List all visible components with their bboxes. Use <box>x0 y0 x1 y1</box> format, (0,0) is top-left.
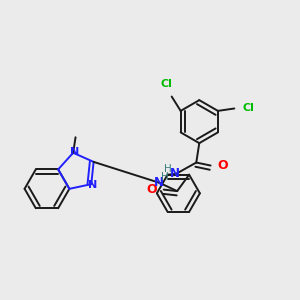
Text: Cl: Cl <box>160 79 172 89</box>
Text: Cl: Cl <box>243 103 255 112</box>
Text: N: N <box>88 180 97 190</box>
Text: N: N <box>70 147 79 157</box>
Text: H: H <box>164 164 172 174</box>
Text: O: O <box>217 159 228 172</box>
Text: N: N <box>154 176 164 189</box>
Text: O: O <box>146 183 157 196</box>
Text: N: N <box>170 167 180 180</box>
Text: H: H <box>161 172 169 182</box>
